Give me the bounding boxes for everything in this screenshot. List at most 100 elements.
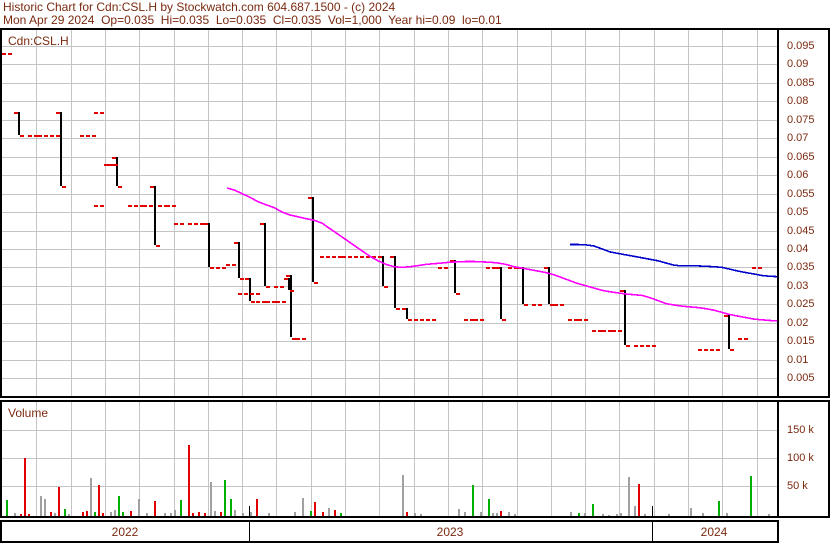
volume-bar [58, 486, 60, 516]
price-gridline [2, 101, 777, 103]
volume-bar [28, 513, 30, 516]
year-tick [652, 506, 653, 516]
ohlc-open-tick [390, 256, 394, 259]
volume-bar [154, 500, 156, 516]
volume-bar [340, 512, 342, 516]
ohlc-close-tick [20, 134, 24, 137]
ohlc-close-tick [266, 285, 270, 288]
ohlc-bar [522, 267, 524, 305]
price-gridline [2, 230, 777, 232]
ohlc-close-tick [110, 164, 114, 167]
price-gridline-vertical [379, 30, 380, 396]
price-gridline-vertical [551, 30, 552, 396]
price-axis-frame [777, 28, 830, 398]
ohlc-open-tick [634, 344, 638, 347]
ohlc-close-tick [34, 134, 38, 137]
ohlc-close-tick [118, 186, 122, 189]
ohlc-close-tick [384, 285, 388, 288]
ohlc-open-tick [128, 204, 132, 207]
ohlc-close-tick [114, 164, 118, 167]
volume-bar [214, 510, 216, 516]
volume-bar [414, 513, 416, 516]
volume-bar [64, 509, 66, 516]
volume-axis-tick-label: 150 k [787, 424, 814, 436]
volume-bar [668, 513, 670, 516]
ohlc-close-tick [100, 112, 104, 115]
price-axis-tick-label: 0.065 [787, 150, 815, 163]
volume-bar [480, 512, 482, 516]
volume-bar [242, 512, 244, 516]
volume-bar [114, 510, 116, 516]
ohlc-open-tick [188, 223, 192, 226]
ohlc-open-tick [438, 267, 442, 270]
ohlc-open-tick [274, 285, 278, 288]
volume-bar [146, 512, 148, 516]
ohlc-open-tick [554, 304, 558, 307]
ohlc-open-tick [2, 53, 6, 56]
ohlc-bar [548, 267, 550, 305]
ohlc-close-tick [560, 304, 564, 307]
ohlc-close-tick [210, 267, 214, 270]
ohlc-open-tick [14, 112, 18, 115]
ohlc-bar [394, 256, 396, 308]
ohlc-bar [288, 278, 290, 290]
ohlc-bar [60, 112, 62, 187]
price-gridline-vertical [517, 30, 518, 396]
ohlc-close-tick [744, 337, 748, 340]
volume-bar [314, 502, 316, 516]
volume-bar [180, 500, 182, 516]
ohlc-open-tick [94, 112, 98, 115]
price-axis-tick-label: 0.045 [787, 224, 815, 237]
ohlc-close-tick [44, 134, 48, 137]
price-axis-tick-label: 0.075 [787, 113, 815, 126]
volume-axis-tick-label: 100 k [787, 452, 814, 464]
volume-bar [6, 500, 8, 516]
price-gridline [2, 138, 777, 140]
ohlc-open-tick [308, 197, 312, 200]
price-plot-area[interactable] [2, 30, 777, 396]
ohlc-open-tick [724, 315, 728, 318]
volume-bar [188, 445, 190, 516]
volume-bar [68, 513, 70, 516]
price-gridline-vertical [71, 30, 72, 396]
ohlc-close-tick [432, 319, 436, 322]
volume-bar [256, 499, 258, 516]
chart-header-line-1: Historic Chart for Cdn:CSL.H by Stockwat… [3, 0, 396, 14]
ohlc-open-tick [544, 267, 548, 270]
ohlc-close-tick [222, 267, 226, 270]
price-gridline [2, 46, 777, 47]
ohlc-bar [290, 274, 292, 338]
ohlc-open-tick [568, 319, 572, 322]
price-gridline [2, 285, 777, 287]
ohlc-open-tick [698, 348, 702, 351]
price-gridline [2, 322, 777, 324]
volume-bar [718, 501, 720, 516]
volume-bar [94, 511, 96, 516]
ticker-label: Cdn:CSL.H [8, 34, 69, 48]
volume-bar [616, 514, 618, 516]
ohlc-bar [208, 223, 210, 268]
price-gridline [2, 193, 777, 195]
ohlc-bar [624, 289, 626, 345]
volume-gridline-vertical [311, 402, 312, 516]
volume-bar [102, 512, 104, 516]
ohlc-close-tick [652, 344, 656, 347]
volume-bar [302, 498, 304, 516]
volume-gridline-vertical [345, 402, 346, 516]
ohlc-close-tick [172, 204, 176, 207]
volume-gridline [2, 430, 777, 431]
ohlc-bar [238, 241, 240, 279]
price-gridline-vertical [174, 30, 175, 396]
ohlc-open-tick [256, 300, 260, 303]
ohlc-open-tick [238, 293, 242, 296]
volume-bar [204, 512, 206, 516]
ohlc-open-tick [234, 241, 238, 244]
volume-gridline-vertical [517, 402, 518, 516]
ohlc-open-tick [332, 256, 336, 259]
volume-plot-area[interactable] [2, 402, 777, 516]
ohlc-close-tick [180, 223, 184, 226]
volume-bar [334, 509, 336, 516]
volume-bar [20, 514, 22, 516]
ohlc-open-tick [612, 330, 616, 333]
volume-gridline-vertical [482, 402, 483, 516]
